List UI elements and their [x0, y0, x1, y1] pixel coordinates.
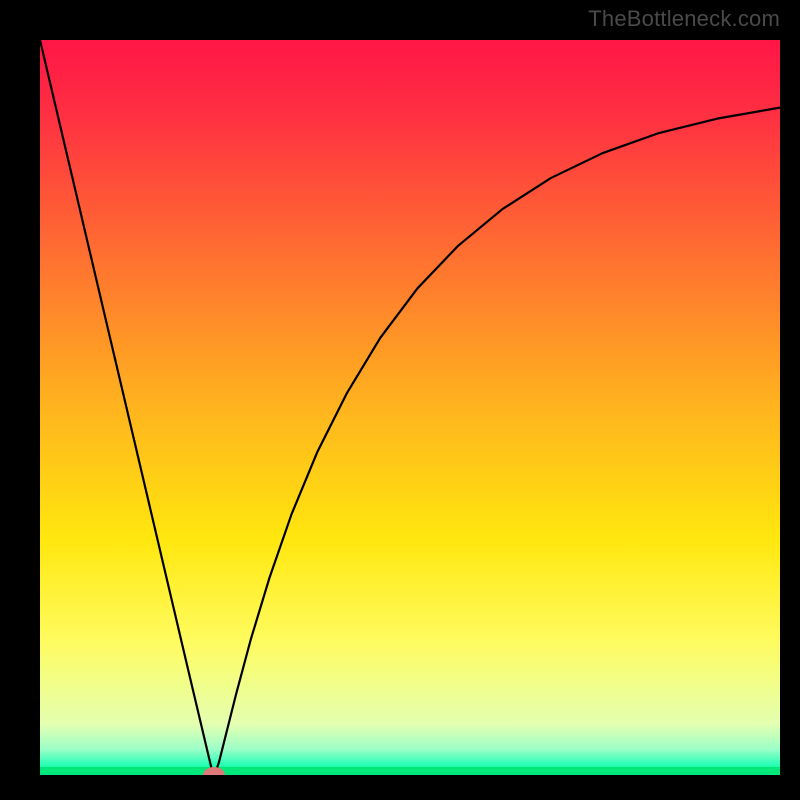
- plot-area: [40, 40, 780, 775]
- watermark: TheBottleneck.com: [588, 6, 780, 32]
- chart-frame: [40, 40, 780, 775]
- bottleneck-curve: [40, 40, 780, 775]
